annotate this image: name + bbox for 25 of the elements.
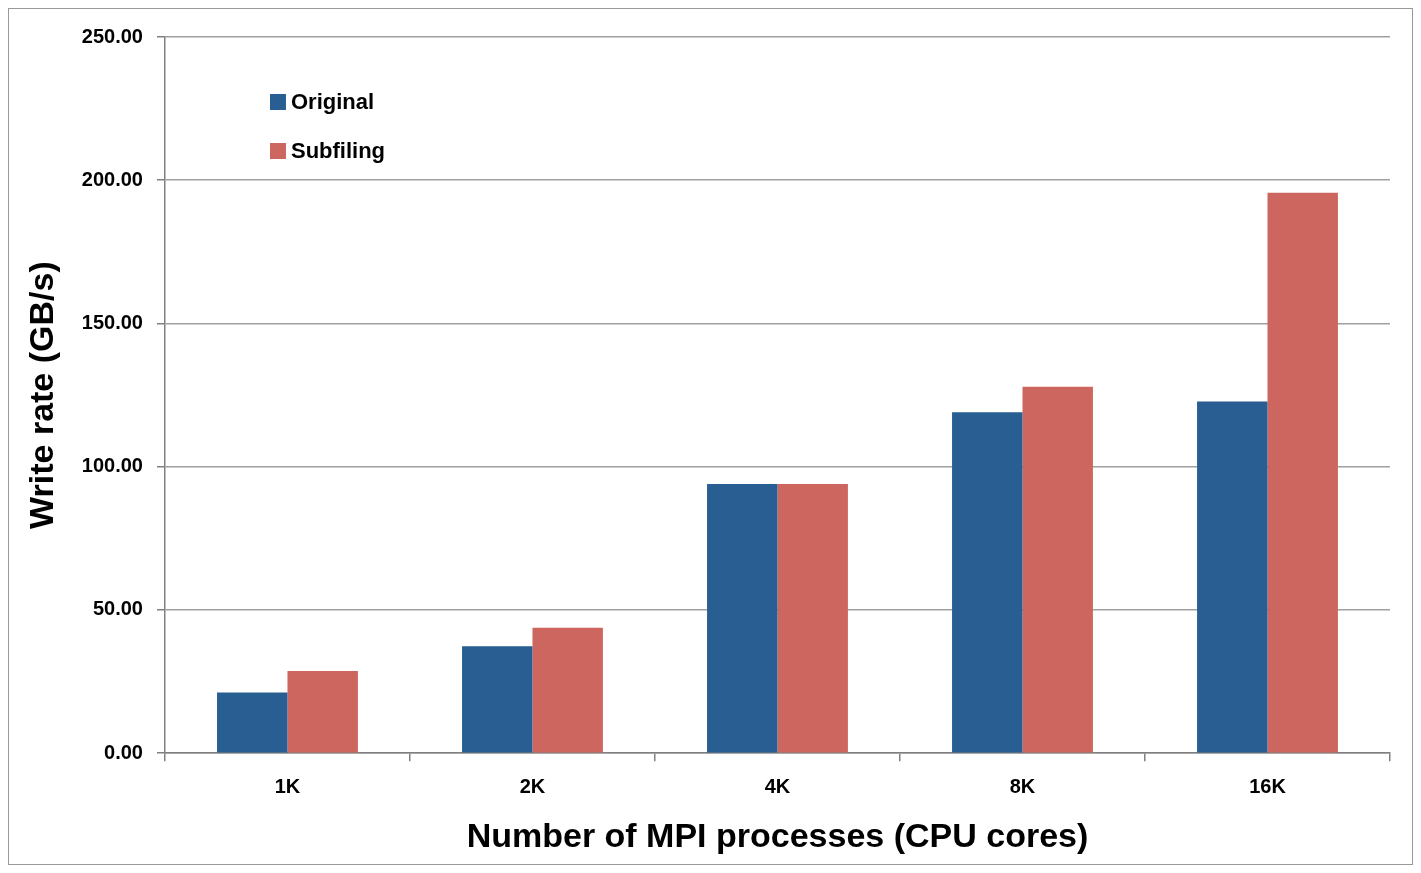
x-tick-label: 2K <box>519 774 546 797</box>
y-tick-label: 100.00 <box>81 454 143 477</box>
y-tick-label: 200.00 <box>81 167 143 190</box>
bar <box>1197 401 1268 753</box>
bar <box>287 670 358 753</box>
y-tick-label: 150.00 <box>81 311 143 333</box>
y-tick-label: 0.00 <box>104 740 143 763</box>
bar <box>217 692 288 753</box>
x-tick-label: 4K <box>764 774 791 797</box>
bar <box>707 483 778 753</box>
x-tick-label: 16K <box>1249 774 1287 797</box>
x-tick-label: 1K <box>274 774 301 797</box>
bar <box>532 627 603 753</box>
bar <box>462 646 533 753</box>
y-tick-label: 250.00 <box>81 24 143 47</box>
y-axis-title: Write rate (GB/s) <box>21 261 60 529</box>
bar <box>777 483 848 753</box>
legend-label: Original <box>290 89 375 115</box>
bar <box>952 412 1023 753</box>
x-axis-title: Number of MPI processes (CPU cores) <box>466 815 1089 854</box>
y-tick-label: 50.00 <box>92 597 143 620</box>
legend-label: Subfiling <box>290 138 386 164</box>
bar <box>1022 386 1093 753</box>
bar <box>1267 192 1338 753</box>
x-tick-label: 8K <box>1009 774 1036 797</box>
